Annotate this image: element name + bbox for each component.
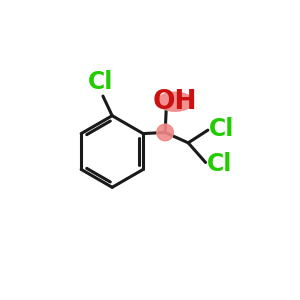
- Ellipse shape: [157, 92, 193, 111]
- Text: OH: OH: [153, 89, 197, 115]
- Text: Cl: Cl: [207, 152, 232, 176]
- Circle shape: [157, 124, 173, 141]
- Text: Cl: Cl: [88, 70, 113, 94]
- Text: Cl: Cl: [209, 117, 234, 141]
